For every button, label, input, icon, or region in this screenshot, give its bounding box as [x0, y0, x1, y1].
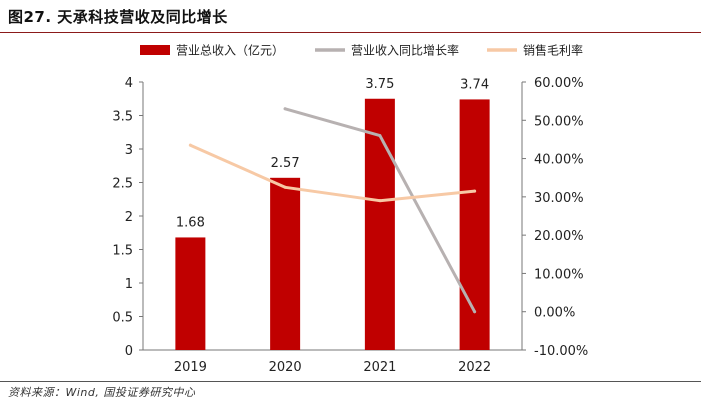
left-tick-label: 3.5 — [112, 110, 133, 125]
left-tick-label: 0.5 — [112, 311, 133, 326]
gross-margin-point — [188, 143, 192, 147]
revenue-bar — [270, 177, 301, 350]
line-series — [188, 107, 477, 314]
growth-rate-point — [378, 134, 382, 138]
right-tick-label: 10.00% — [534, 267, 584, 282]
revenue-bar — [175, 237, 206, 350]
left-tick-label: 1.5 — [112, 244, 133, 259]
right-y-axis: -10.00% 0.00% 10.00% 20.00% 30.00% 40.00% 50.0… — [521, 76, 588, 359]
revenue-bar — [364, 98, 395, 350]
growth-rate-point — [473, 310, 477, 314]
bar-data-label: 3.74 — [460, 77, 489, 92]
data-labels: 1.68 2.57 3.75 3.74 — [176, 77, 489, 231]
x-axis: 2019 2020 2021 2022 — [143, 349, 522, 375]
right-tick-label: 0.00% — [534, 306, 575, 321]
left-y-axis: 0 0.5 1 1.5 2 2.5 3 3.5 4 — [112, 76, 144, 359]
legend: 营业总收入（亿元） 营业收入同比增长率 销售毛利率 — [140, 43, 583, 58]
right-tick-label: -10.00% — [534, 344, 588, 359]
x-tick-label: 2019 — [174, 360, 207, 375]
left-tick-label: 2 — [125, 210, 133, 225]
x-tick-label: 2020 — [269, 360, 302, 375]
right-tick-label: 30.00% — [534, 191, 584, 206]
left-tick-label: 2.5 — [112, 177, 133, 192]
footer-divider — [0, 381, 701, 382]
legend-label: 营业收入同比增长率 — [351, 43, 459, 58]
bar-data-label: 1.68 — [176, 215, 205, 230]
left-tick-label: 0 — [125, 344, 133, 359]
right-tick-label: 40.00% — [534, 153, 584, 168]
right-tick-label: 60.00% — [534, 76, 584, 91]
bar-series — [175, 98, 490, 350]
right-tick-label: 20.00% — [534, 229, 584, 244]
chart-title: 图27. 天承科技营收及同比增长 — [8, 8, 228, 26]
x-tick-label: 2021 — [363, 360, 396, 375]
left-tick-label: 3 — [125, 143, 133, 158]
revenue-bar — [459, 99, 490, 350]
legend-swatch-bar — [140, 45, 170, 55]
gross-margin-line — [188, 143, 477, 203]
right-tick-label: 50.00% — [534, 114, 584, 129]
x-tick-label: 2022 — [458, 360, 491, 375]
legend-label: 销售毛利率 — [523, 43, 583, 58]
title-divider — [0, 32, 701, 33]
legend-label: 营业总收入（亿元） — [176, 43, 284, 58]
source-note: 资料来源：Wind, 国投证券研究中心 — [8, 386, 196, 399]
left-tick-label: 1 — [125, 277, 133, 292]
gross-margin-point — [378, 199, 382, 203]
bar-data-label: 3.75 — [365, 77, 394, 92]
gross-margin-point — [473, 189, 477, 193]
bar-data-label: 2.57 — [271, 156, 300, 171]
left-tick-label: 4 — [125, 76, 133, 91]
gross-margin-point — [283, 185, 287, 189]
growth-rate-point — [283, 107, 287, 111]
